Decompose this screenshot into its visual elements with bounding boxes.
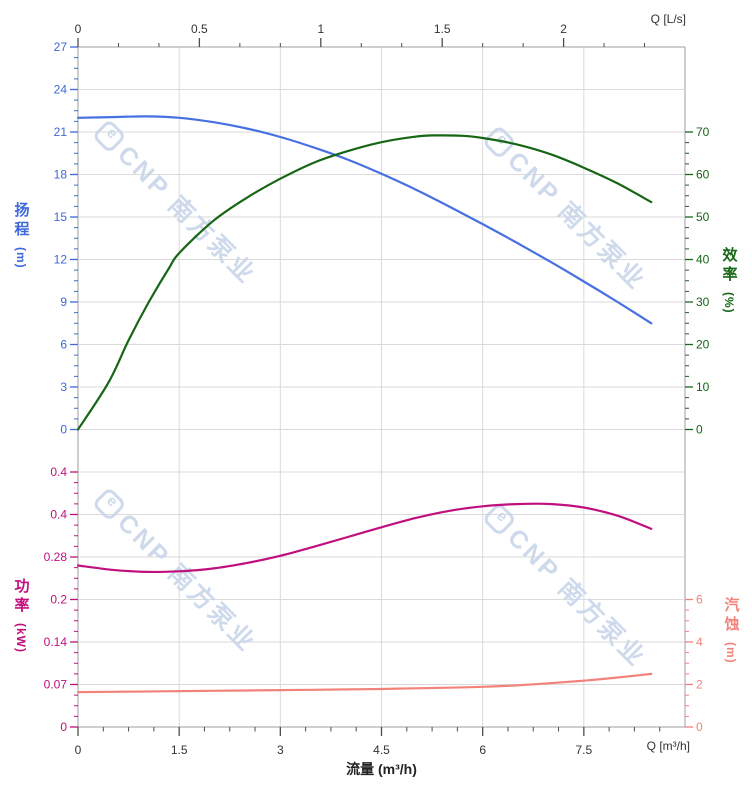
efficiency-curve xyxy=(76,134,653,431)
head-axis-tick-label: 12 xyxy=(54,253,68,267)
head-axis-unit: (m) xyxy=(14,247,28,269)
bottom-x-tick-label: 4.5 xyxy=(373,743,390,757)
top-x-tick-label: 1.5 xyxy=(434,22,451,36)
efficiency-axis-title: 效率 (%) xyxy=(716,247,742,314)
efficiency-axis-tick-label: 50 xyxy=(696,210,710,224)
head-axis-tick-label: 6 xyxy=(60,338,67,352)
bottom-x-axis: 0 1.5 3 4.5 6 7.5 xyxy=(75,727,661,757)
power-axis-tick-label: 0.07 xyxy=(44,678,68,692)
bottom-x-tick-label: 7.5 xyxy=(575,743,592,757)
head-axis-tick-label: 15 xyxy=(54,210,68,224)
watermark-text: CNP 南方泵业 xyxy=(502,523,652,673)
x-axis-title: 流量 (m³/h) xyxy=(346,761,417,777)
efficiency-axis: 0 10 20 30 40 50 60 70 xyxy=(685,125,710,437)
curves xyxy=(76,115,653,694)
npsh-axis-tick-label: 6 xyxy=(696,593,703,607)
watermark-text: CNP 南方泵业 xyxy=(112,140,262,290)
power-axis: 0 0.07 0.14 0.2 0.28 0.4 0.4 xyxy=(44,465,78,734)
power-axis-tick-label: 0.14 xyxy=(44,635,68,649)
power-curve xyxy=(76,502,653,574)
power-axis-tick-label: 0.2 xyxy=(50,593,67,607)
bottom-axis-unit-label: Q [m³/h] xyxy=(646,739,690,753)
head-axis-tick-label: 27 xyxy=(54,40,68,54)
head-axis-tick-label: 9 xyxy=(60,295,67,309)
watermark-logo-icon xyxy=(94,121,124,151)
efficiency-axis-tick-label: 60 xyxy=(696,168,710,182)
head-axis-tick-label: 3 xyxy=(60,380,67,394)
watermark-logo-icon xyxy=(94,489,124,519)
bottom-x-tick-label: 6 xyxy=(479,743,486,757)
power-axis-unit: (kW) xyxy=(14,623,28,653)
watermark-logo-icon xyxy=(484,504,514,534)
top-x-tick-label: 2 xyxy=(560,22,567,36)
npsh-axis-tick-label: 0 xyxy=(696,720,703,734)
power-axis-tick-label: 0 xyxy=(60,720,67,734)
efficiency-axis-tick-label: 40 xyxy=(696,253,710,267)
efficiency-axis-tick-label: 10 xyxy=(696,380,710,394)
head-axis-tick-label: 18 xyxy=(54,168,68,182)
bottom-x-tick-label: 0 xyxy=(75,743,82,757)
gridlines xyxy=(77,46,686,728)
power-axis-tick-label: 0.4 xyxy=(50,508,67,522)
bottom-x-tick-label: 1.5 xyxy=(171,743,188,757)
efficiency-axis-title-text: 效率 xyxy=(720,247,738,285)
axes: 036912151821242701020304050607000.070.14… xyxy=(44,22,710,757)
power-axis-title-text: 功率 xyxy=(12,578,30,616)
power-axis-tick-label: 0.4 xyxy=(50,465,67,479)
top-x-tick-label: 0 xyxy=(75,22,82,36)
top-x-tick-label: 0.5 xyxy=(191,22,208,36)
watermark-logo-letter: e xyxy=(103,492,121,510)
head-axis-title: 扬程 (m) xyxy=(8,202,34,269)
watermark-logo-letter: e xyxy=(103,124,121,142)
top-x-axis: 0 0.5 1 1.5 2 xyxy=(75,22,646,47)
bottom-x-tick-label: 3 xyxy=(277,743,284,757)
npsh-axis-unit: (m) xyxy=(724,642,738,664)
npsh-axis: 0 2 4 6 xyxy=(685,593,703,734)
power-axis-title: 功率 (kW) xyxy=(8,578,34,653)
power-axis-tick-label: 0.28 xyxy=(44,550,68,564)
watermark-text: CNP 南方泵业 xyxy=(112,508,262,658)
efficiency-axis-tick-label: 20 xyxy=(696,338,710,352)
top-axis-unit-label: Q [L/s] xyxy=(650,12,686,26)
npsh-axis-tick-label: 2 xyxy=(696,678,703,692)
head-axis: 0 3 6 9 12 15 18 21 24 27 xyxy=(54,40,78,437)
npsh-axis-tick-label: 4 xyxy=(696,635,703,649)
head-axis-title-text: 扬程 xyxy=(12,202,30,240)
top-x-tick-label: 1 xyxy=(317,22,324,36)
watermark-logo-letter: e xyxy=(493,507,511,525)
head-axis-tick-label: 21 xyxy=(54,125,68,139)
npsh-curve xyxy=(76,672,653,694)
head-axis-tick-label: 0 xyxy=(60,423,67,437)
head-curve xyxy=(76,115,653,325)
efficiency-axis-tick-label: 70 xyxy=(696,125,710,139)
efficiency-axis-unit: (%) xyxy=(722,292,736,314)
watermark-text: CNP 南方泵业 xyxy=(502,146,652,296)
npsh-axis-title-text: 汽蚀 xyxy=(722,597,740,635)
watermark-logo-icon xyxy=(484,127,514,157)
efficiency-axis-tick-label: 30 xyxy=(696,295,710,309)
head-axis-tick-label: 24 xyxy=(54,83,68,97)
npsh-axis-title: 汽蚀 (m) xyxy=(718,597,744,664)
efficiency-axis-tick-label: 0 xyxy=(696,423,703,437)
